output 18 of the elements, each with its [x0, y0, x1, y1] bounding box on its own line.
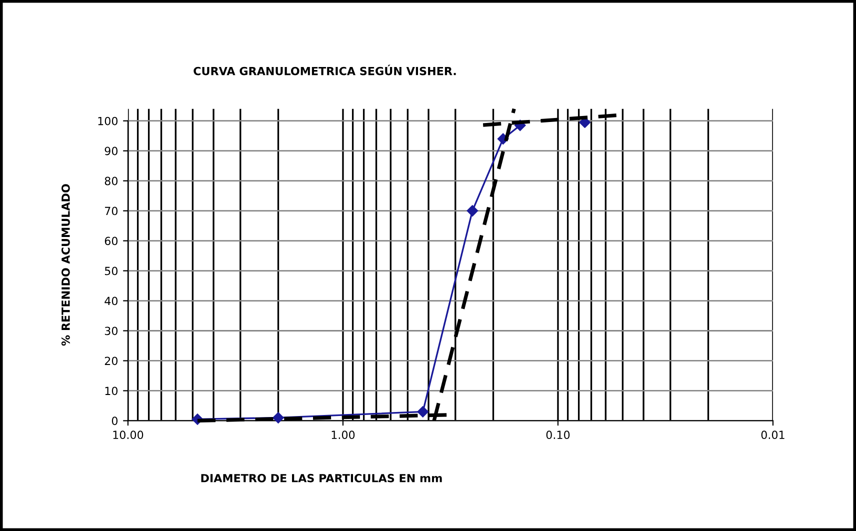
y-tick-label: 100	[98, 116, 118, 126]
y-tick-label: 70	[105, 206, 118, 216]
y-tick-label: 30	[104, 326, 118, 336]
y-tick-label: 40	[104, 296, 118, 306]
y-tick-label: 20	[104, 356, 118, 366]
y-tick-label: 0	[112, 416, 118, 426]
y-axis-title: % RETENIDO ACUMULADO	[61, 184, 70, 346]
x-tick-label: 0.01	[761, 430, 784, 440]
x-axis-title: DIAMETRO DE LAS PARTICULAS EN mm	[201, 474, 442, 482]
chart-title: CURVA GRANULOMETRICA SEGÚN VISHER.	[194, 64, 456, 76]
y-tick-label: 60	[104, 236, 118, 246]
y-tick-label: 10	[105, 386, 118, 396]
x-tick-label: 10.00	[113, 430, 144, 440]
y-tick-label: 80	[104, 176, 118, 186]
y-tick-label: 50	[104, 266, 118, 276]
x-tick-label: 0.10	[546, 430, 570, 440]
x-tick-label: 1.00	[332, 430, 355, 440]
y-tick-label: 90	[104, 146, 118, 156]
